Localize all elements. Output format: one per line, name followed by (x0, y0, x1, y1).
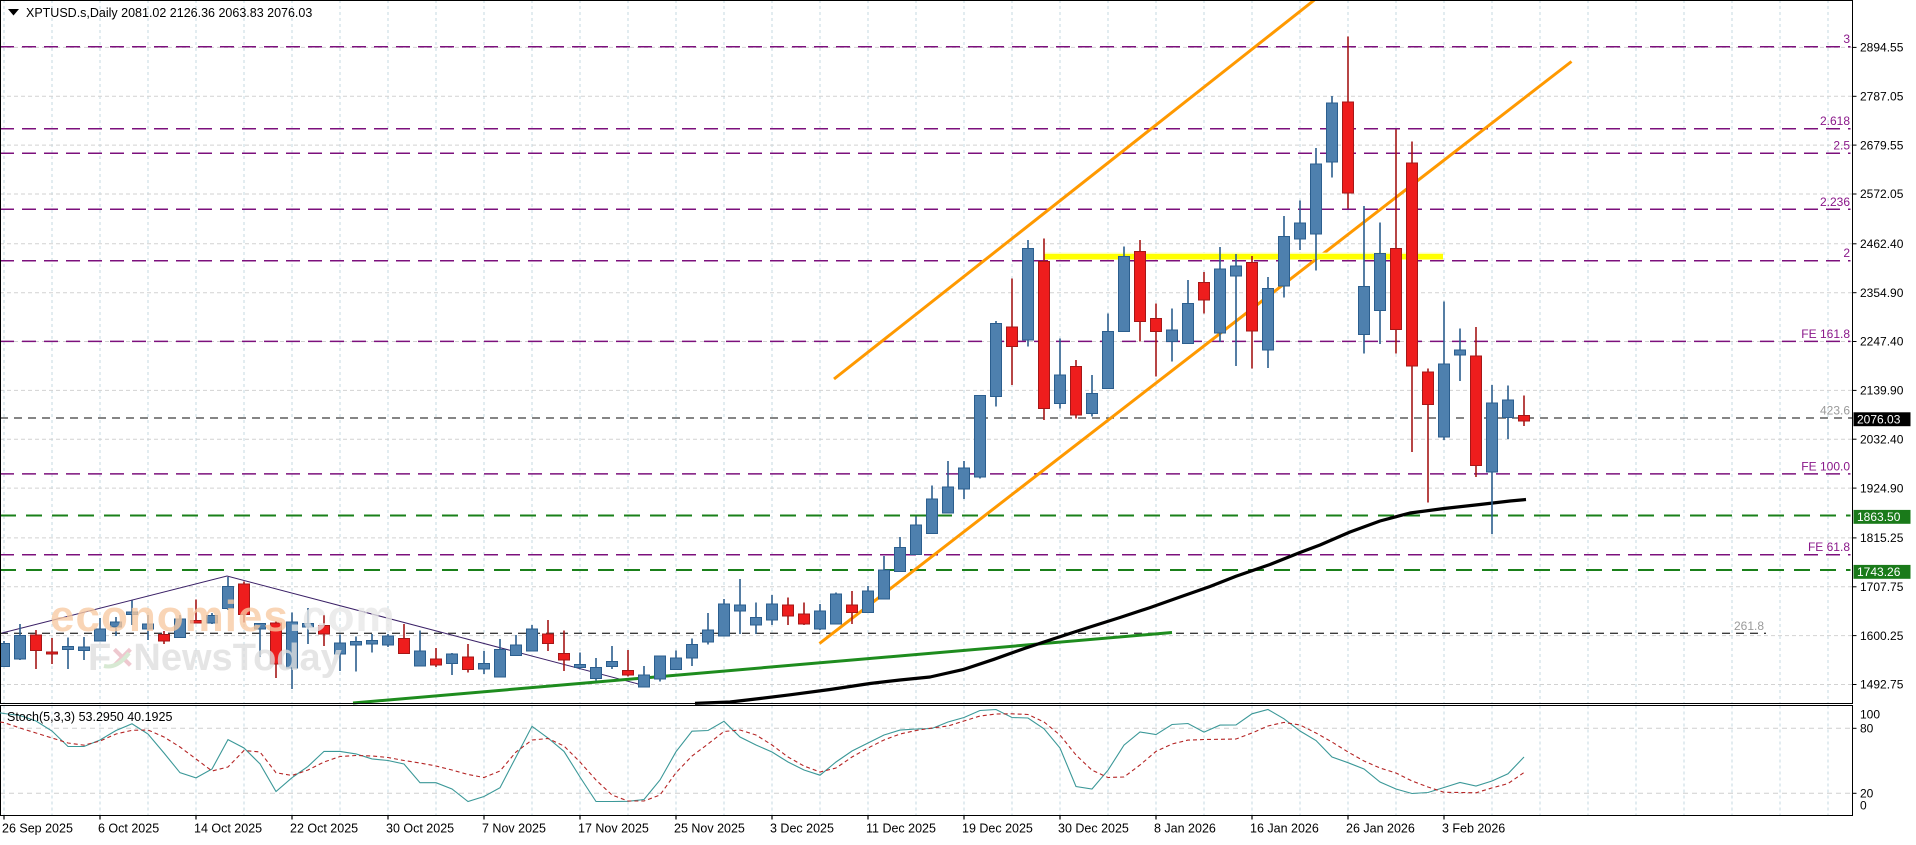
svg-text:2894.55: 2894.55 (1860, 41, 1904, 55)
svg-text:2462.40: 2462.40 (1860, 237, 1904, 251)
svg-text:FE 100.0: FE 100.0 (1801, 459, 1850, 473)
svg-text:FE 61.8: FE 61.8 (1808, 540, 1850, 554)
svg-text:economies.com: economies.com (50, 592, 396, 641)
svg-text:F×NewsToday: F×NewsToday (88, 637, 342, 679)
svg-text:1743.26: 1743.26 (1857, 565, 1901, 579)
svg-text:11 Dec 2025: 11 Dec 2025 (866, 822, 936, 836)
svg-text:14 Oct 2025: 14 Oct 2025 (194, 822, 262, 836)
svg-text:17 Nov 2025: 17 Nov 2025 (578, 822, 649, 836)
svg-text:6 Oct 2025: 6 Oct 2025 (98, 822, 159, 836)
svg-text:30 Dec 2025: 30 Dec 2025 (1058, 822, 1129, 836)
svg-text:26 Sep 2025: 26 Sep 2025 (2, 822, 73, 836)
svg-text:7 Nov 2025: 7 Nov 2025 (482, 822, 546, 836)
svg-text:8 Jan 2026: 8 Jan 2026 (1154, 822, 1216, 836)
svg-text:26 Jan 2026: 26 Jan 2026 (1346, 822, 1415, 836)
svg-text:25 Nov 2025: 25 Nov 2025 (674, 822, 745, 836)
svg-text:2572.05: 2572.05 (1860, 187, 1904, 201)
svg-text:2354.90: 2354.90 (1860, 286, 1904, 300)
svg-text:1863.50: 1863.50 (1857, 510, 1901, 524)
svg-text:1924.90: 1924.90 (1860, 481, 1904, 495)
svg-text:3: 3 (1843, 32, 1850, 46)
svg-text:16 Jan 2026: 16 Jan 2026 (1250, 822, 1319, 836)
svg-text:22 Oct 2025: 22 Oct 2025 (290, 822, 358, 836)
svg-text:0: 0 (1860, 799, 1867, 813)
svg-text:2139.90: 2139.90 (1860, 384, 1904, 398)
svg-text:3 Dec 2025: 3 Dec 2025 (770, 822, 834, 836)
svg-text:2076.03: 2076.03 (1857, 412, 1901, 426)
svg-text:261.8: 261.8 (1734, 619, 1764, 633)
svg-text:30 Oct 2025: 30 Oct 2025 (386, 822, 454, 836)
svg-text:2032.40: 2032.40 (1860, 432, 1904, 446)
svg-text:2.618: 2.618 (1820, 114, 1850, 128)
svg-text:3 Feb 2026: 3 Feb 2026 (1442, 822, 1505, 836)
svg-text:1600.25: 1600.25 (1860, 629, 1904, 643)
svg-text:1707.75: 1707.75 (1860, 580, 1904, 594)
svg-text:XPTUSD.s,Daily 2081.02 2126.3: XPTUSD.s,Daily 2081.02 2126.36 2063.83 2… (26, 6, 312, 20)
svg-text:1815.25: 1815.25 (1860, 531, 1904, 545)
svg-text:2787.05: 2787.05 (1860, 90, 1904, 104)
svg-text:FE 161.8: FE 161.8 (1801, 327, 1850, 341)
svg-text:20: 20 (1860, 787, 1874, 801)
svg-text:2679.55: 2679.55 (1860, 138, 1904, 152)
svg-text:19 Dec 2025: 19 Dec 2025 (962, 822, 1033, 836)
svg-text:100: 100 (1860, 708, 1880, 722)
svg-text:423.6: 423.6 (1820, 404, 1850, 418)
svg-text:80: 80 (1860, 722, 1874, 736)
svg-text:2: 2 (1843, 246, 1850, 260)
svg-text:Stoch(5,3,3) 53.2950 40.1925: Stoch(5,3,3) 53.2950 40.1925 (7, 710, 172, 724)
svg-text:2.5: 2.5 (1833, 139, 1850, 153)
svg-text:2.236: 2.236 (1820, 195, 1850, 209)
svg-text:2247.40: 2247.40 (1860, 335, 1904, 349)
svg-text:1492.75: 1492.75 (1860, 678, 1904, 692)
